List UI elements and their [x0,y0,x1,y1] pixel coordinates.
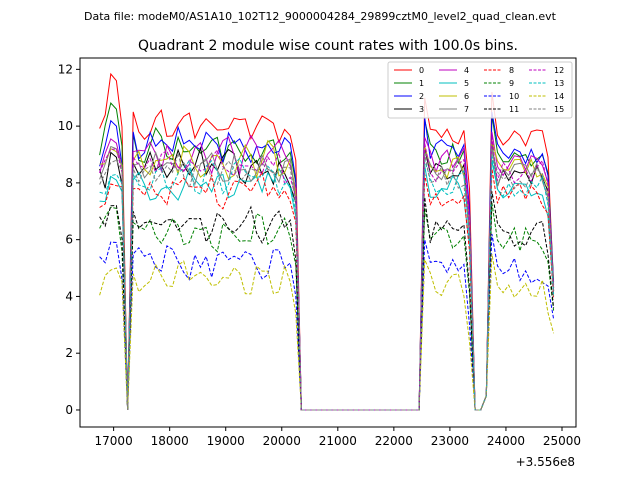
x-tick-label: 23000 [431,434,469,448]
y-axis: 0 2 4 6 8 10 12 [58,62,80,417]
legend-label: 2 [419,92,424,101]
series-layer [99,72,555,411]
legend-label: 12 [554,66,564,75]
y-tick-label: 10 [58,119,73,133]
axes-frame [79,57,577,428]
series-line-13 [99,154,555,411]
legend-label: 5 [464,79,469,88]
x-tick-label: 25000 [543,434,581,448]
legend-box [387,61,573,119]
legend-label: 1 [419,79,424,88]
series-line-15 [99,148,555,411]
legend-label: 15 [554,105,564,114]
legend-label: 7 [464,105,469,114]
y-tick-label: 2 [65,346,73,360]
x-offset-label: +3.556e8 [516,455,575,469]
legend-label: 11 [509,105,519,114]
legend-label: 13 [554,79,564,88]
data-file-label: Data file: modeM0/AS1A10_102T12_90000042… [84,10,557,23]
legend-label: 3 [419,105,424,114]
legend-label: 6 [464,92,469,101]
x-tick-label: 19000 [207,434,245,448]
x-tick-label: 22000 [375,434,413,448]
plot-area: 17000 18000 19000 20000 21000 22000 23000 24000… [58,57,581,448]
y-tick-label: 12 [58,62,73,76]
y-tick-label: 8 [65,176,73,190]
x-tick-label: 17000 [95,434,133,448]
legend-label: 4 [464,66,469,75]
legend-label: 0 [419,66,424,75]
legend-label: 10 [509,92,519,101]
x-tick-label: 24000 [487,434,525,448]
x-tick-label: 20000 [263,434,301,448]
y-tick-label: 4 [65,289,73,303]
legend-label: 14 [554,92,564,101]
y-tick-label: 0 [65,403,73,417]
x-tick-label: 21000 [319,434,357,448]
x-tick-label: 18000 [151,434,189,448]
y-tick-label: 6 [65,233,73,247]
x-axis: 17000 18000 19000 20000 21000 22000 23000 24000… [95,427,581,448]
legend-label: 9 [509,79,514,88]
chart-title: Quadrant 2 module wise count rates with … [138,38,518,54]
legend-label: 8 [509,66,514,75]
